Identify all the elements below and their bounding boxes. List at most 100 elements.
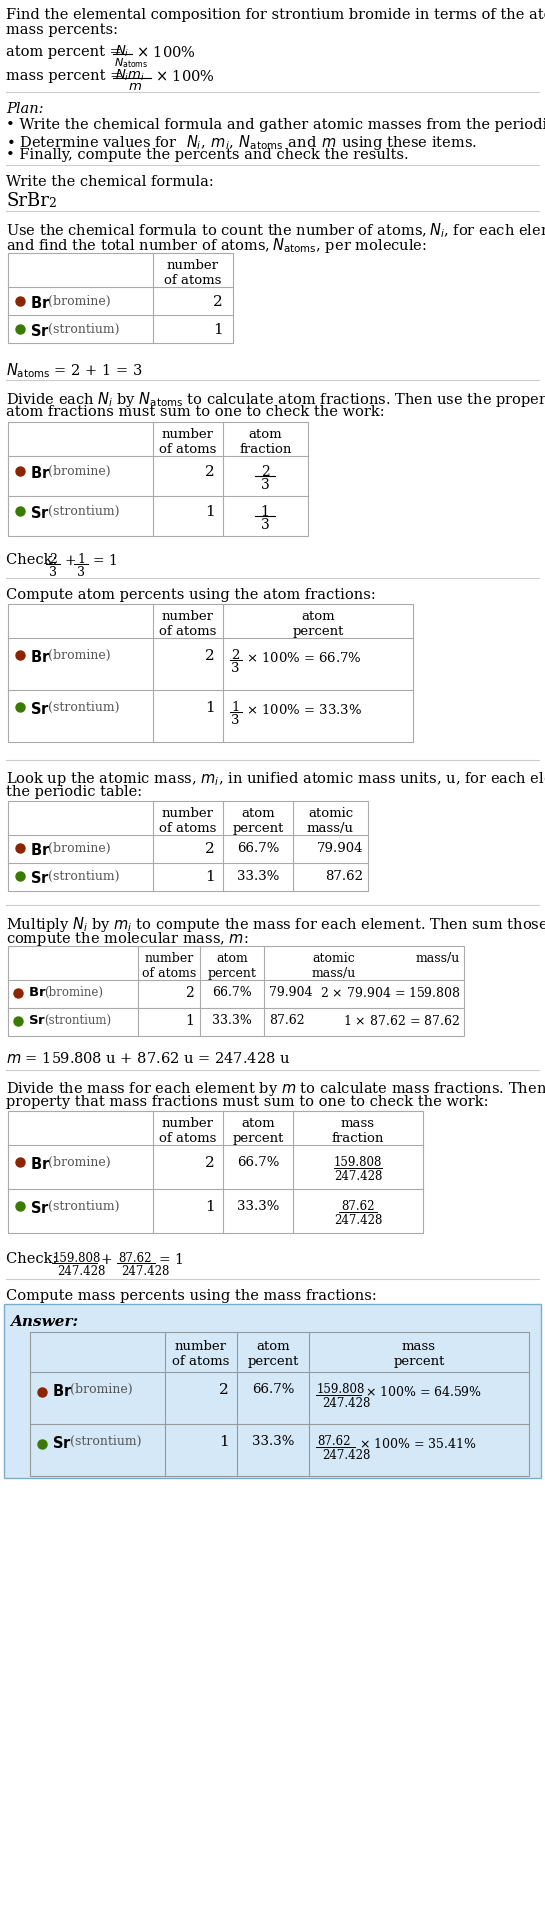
Text: (bromine): (bromine) — [48, 650, 111, 661]
Text: 2 $\times$ 79.904 = 159.808: 2 $\times$ 79.904 = 159.808 — [319, 985, 460, 1000]
Text: (strontium): (strontium) — [70, 1434, 142, 1448]
Text: 2: 2 — [213, 295, 223, 309]
Text: 2: 2 — [205, 650, 215, 663]
Text: $\times$ 100%: $\times$ 100% — [155, 69, 215, 84]
Text: (bromine): (bromine) — [48, 1156, 111, 1168]
Text: 2: 2 — [219, 1383, 229, 1396]
Text: number
of atoms: number of atoms — [172, 1339, 229, 1368]
Bar — [8, 947, 464, 1036]
Text: (bromine): (bromine) — [44, 985, 103, 998]
Text: $\times$ 100% = 64.59%: $\times$ 100% = 64.59% — [365, 1385, 482, 1398]
Text: $\mathbf{Br}$: $\mathbf{Br}$ — [30, 650, 50, 665]
Text: Write the chemical formula:: Write the chemical formula: — [6, 175, 214, 189]
Text: = 1: = 1 — [93, 554, 118, 568]
Text: property that mass fractions must sum to one to check the work:: property that mass fractions must sum to… — [6, 1095, 488, 1109]
Text: 1: 1 — [219, 1434, 229, 1448]
Text: $\mathbf{Sr}$: $\mathbf{Sr}$ — [30, 701, 50, 716]
Text: (bromine): (bromine) — [48, 295, 111, 309]
Text: atom percent =: atom percent = — [6, 46, 126, 59]
Bar — [8, 1111, 423, 1233]
Text: Compute mass percents using the mass fractions:: Compute mass percents using the mass fra… — [6, 1288, 377, 1303]
Text: (strontium): (strontium) — [48, 701, 119, 714]
Text: 159.808: 159.808 — [334, 1156, 382, 1168]
Text: 2: 2 — [48, 196, 56, 210]
Text: 3: 3 — [261, 478, 269, 491]
Text: 66.7%: 66.7% — [237, 1156, 279, 1168]
Text: 247.428: 247.428 — [57, 1265, 105, 1278]
Text: atomic
mass/u: atomic mass/u — [307, 806, 354, 834]
Text: Multiply $N_i$ by $m_i$ to compute the mass for each element. Then sum those val: Multiply $N_i$ by $m_i$ to compute the m… — [6, 914, 545, 933]
Text: 247.428: 247.428 — [334, 1170, 382, 1183]
Text: +: + — [101, 1252, 113, 1267]
Text: 79.904: 79.904 — [317, 842, 363, 855]
Text: $\times$ 100% = 35.41%: $\times$ 100% = 35.41% — [359, 1436, 477, 1450]
Text: (bromine): (bromine) — [48, 842, 111, 855]
Text: +: + — [65, 554, 77, 568]
Text: 3: 3 — [231, 714, 239, 726]
Text: 1: 1 — [205, 505, 215, 518]
Text: 159.808: 159.808 — [53, 1252, 101, 1265]
Text: 1 $\times$ 87.62 = 87.62: 1 $\times$ 87.62 = 87.62 — [343, 1013, 460, 1027]
Text: SrBr: SrBr — [6, 192, 49, 210]
Text: (strontium): (strontium) — [48, 505, 119, 518]
Text: $N_{\mathrm{atoms}}$ = 2 + 1 = 3: $N_{\mathrm{atoms}}$ = 2 + 1 = 3 — [6, 360, 143, 379]
Text: 247.428: 247.428 — [322, 1448, 371, 1461]
Text: Compute atom percents using the atom fractions:: Compute atom percents using the atom fra… — [6, 587, 376, 602]
Text: 79.904: 79.904 — [269, 985, 312, 998]
Text: Look up the atomic mass, $m_i$, in unified atomic mass units, u, for each elemen: Look up the atomic mass, $m_i$, in unifi… — [6, 770, 545, 787]
Bar — [8, 253, 233, 343]
Text: (strontium): (strontium) — [48, 869, 119, 882]
Text: mass
fraction: mass fraction — [332, 1116, 384, 1145]
Text: $\mathbf{Br}$: $\mathbf{Br}$ — [52, 1383, 72, 1398]
Text: $\times$ 100% = 66.7%: $\times$ 100% = 66.7% — [246, 652, 362, 665]
Text: 87.62: 87.62 — [317, 1434, 350, 1448]
Text: atom
percent: atom percent — [232, 806, 284, 834]
Text: number
of atoms: number of atoms — [159, 806, 217, 834]
Bar — [30, 1332, 529, 1476]
Text: compute the molecular mass, $m$:: compute the molecular mass, $m$: — [6, 930, 249, 947]
Text: atom
percent: atom percent — [292, 610, 344, 638]
Text: 66.7%: 66.7% — [237, 842, 279, 855]
Text: 1: 1 — [205, 1200, 215, 1213]
Text: $\mathbf{Br}$: $\mathbf{Br}$ — [30, 465, 50, 480]
Text: $\mathbf{Sr}$: $\mathbf{Sr}$ — [30, 505, 50, 520]
Text: atom
percent: atom percent — [247, 1339, 299, 1368]
Text: (bromine): (bromine) — [48, 465, 111, 478]
Text: mass
percent: mass percent — [393, 1339, 445, 1368]
Text: 3: 3 — [49, 566, 57, 579]
Text: $\mathbf{Sr}$: $\mathbf{Sr}$ — [52, 1434, 72, 1450]
Text: number
of atoms: number of atoms — [164, 259, 222, 288]
Text: Answer:: Answer: — [10, 1314, 78, 1328]
Text: $\mathbf{Sr}$: $\mathbf{Sr}$ — [28, 1013, 46, 1027]
Text: atomic
mass/u: atomic mass/u — [312, 951, 356, 979]
Text: • Finally, compute the percents and check the results.: • Finally, compute the percents and chec… — [6, 149, 409, 162]
Text: 247.428: 247.428 — [334, 1213, 382, 1227]
Text: $\mathbf{Sr}$: $\mathbf{Sr}$ — [30, 1200, 50, 1215]
Text: 2: 2 — [205, 842, 215, 855]
Bar — [4, 1305, 541, 1478]
Text: 33.3%: 33.3% — [237, 1200, 279, 1212]
Text: 33.3%: 33.3% — [237, 869, 279, 882]
Text: 87.62: 87.62 — [325, 869, 363, 882]
Text: number
of atoms: number of atoms — [159, 1116, 217, 1145]
Text: 33.3%: 33.3% — [212, 1013, 252, 1027]
Text: 1: 1 — [213, 322, 223, 337]
Text: 3: 3 — [261, 518, 269, 531]
Text: 3: 3 — [231, 661, 239, 674]
Text: atom fractions must sum to one to check the work:: atom fractions must sum to one to check … — [6, 404, 385, 419]
Text: 1: 1 — [77, 552, 85, 566]
Text: Find the elemental composition for strontium bromide in terms of the atom and: Find the elemental composition for stron… — [6, 8, 545, 23]
Text: 247.428: 247.428 — [121, 1265, 169, 1278]
Text: Divide the mass for each element by $m$ to calculate mass fractions. Then use th: Divide the mass for each element by $m$ … — [6, 1080, 545, 1097]
Text: (strontium): (strontium) — [48, 1200, 119, 1212]
Text: $\mathbf{Sr}$: $\mathbf{Sr}$ — [30, 869, 50, 886]
Text: 33.3%: 33.3% — [252, 1434, 294, 1448]
Text: number
of atoms: number of atoms — [159, 429, 217, 455]
Text: (strontium): (strontium) — [48, 322, 119, 335]
Text: $\mathbf{Br}$: $\mathbf{Br}$ — [30, 1156, 50, 1172]
Text: 1: 1 — [231, 701, 239, 714]
Text: 2: 2 — [261, 465, 269, 478]
Text: 2: 2 — [231, 650, 239, 661]
Text: 2: 2 — [205, 1156, 215, 1170]
Text: Divide each $N_i$ by $N_{\mathrm{atoms}}$ to calculate atom fractions. Then use : Divide each $N_i$ by $N_{\mathrm{atoms}}… — [6, 391, 545, 410]
